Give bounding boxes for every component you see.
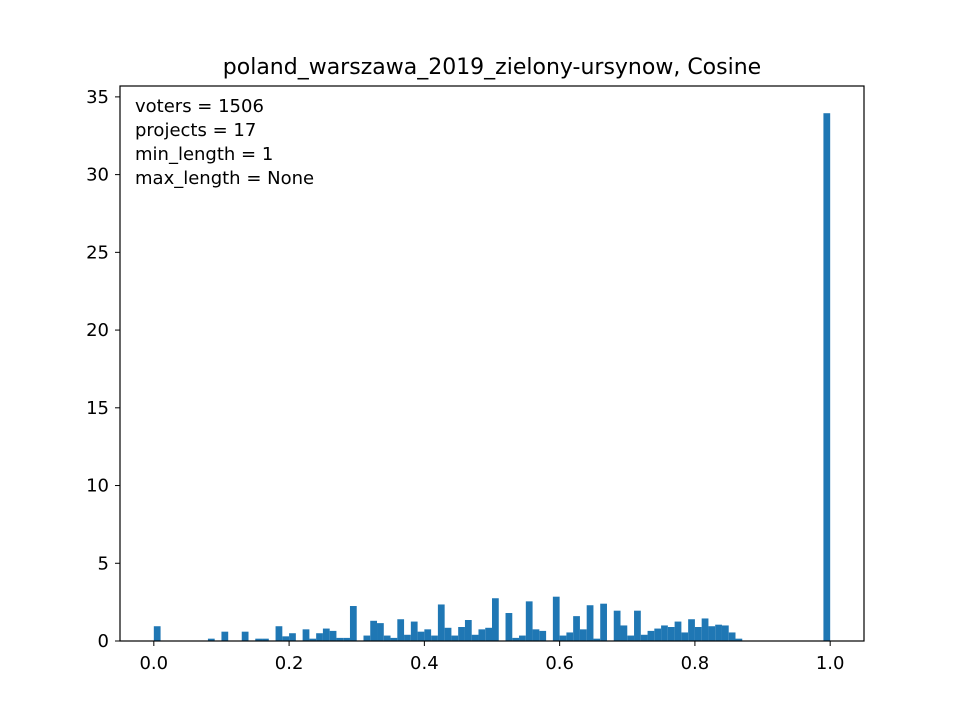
histogram-bar [444,627,452,641]
histogram-bar [647,630,655,641]
histogram-bar [667,627,675,641]
histogram-bar [735,638,743,641]
histogram-bar [559,635,567,641]
histogram-bar [823,113,831,641]
histogram-bar [390,637,398,641]
histogram-bar [674,621,682,641]
x-axis: 0.0 0.2 0.4 0.6 0.8 1.0 [139,641,845,674]
y-tick-label: 20 [86,320,109,341]
histogram-bar [343,637,350,641]
histogram-bar [417,631,425,641]
histogram-bar [336,637,344,641]
histogram-bar [322,628,330,641]
histogram-bar [654,628,662,641]
histogram-bar [282,636,290,641]
y-tick-label: 10 [86,476,109,497]
histogram-bar [566,632,574,641]
histogram-bar [661,625,668,641]
histogram-bar [505,613,513,641]
histogram-bar [593,638,601,641]
x-tick-label: 0.2 [275,653,304,674]
histogram-bar [424,629,432,641]
bars-group [153,113,831,641]
histogram-bar [464,620,472,641]
histogram-bar [613,610,621,641]
annotation-max-length: max_length = None [135,168,314,189]
histogram-bar [262,638,269,641]
histogram-bar [302,629,310,641]
y-tick-label: 35 [86,87,109,108]
histogram-bar [377,623,384,641]
plot-frame [119,85,865,642]
histogram-bar [688,619,695,641]
histogram-bar [221,631,229,641]
histogram-bar [471,634,479,641]
x-tick-label: 0.8 [681,653,710,674]
histogram-bar [519,635,526,641]
histogram-bar [586,605,594,641]
histogram-bar [701,618,709,641]
histogram-bar [627,635,635,641]
x-tick-label: 0.4 [410,653,439,674]
histogram-bar [329,630,337,641]
histogram-bar [241,631,249,641]
histogram-bar [579,629,587,641]
histogram-bar [289,633,296,641]
y-tick-label: 0 [98,631,109,652]
y-tick-label: 15 [86,398,109,419]
x-tick-label: 0.0 [139,653,168,674]
histogram-bar [275,626,283,641]
annotation-projects: projects = 17 [135,120,256,141]
histogram-bar [492,598,499,641]
histogram-bar [640,634,648,641]
histogram-bar [721,625,729,641]
histogram-bar [634,610,641,641]
histogram-bar [485,627,492,641]
histogram-bar [600,603,607,641]
histogram-bar [708,626,716,641]
histogram-bar [532,629,540,641]
histogram-bar [478,629,486,641]
histogram-bar [458,627,465,641]
histogram-bar [573,616,580,641]
x-tick-label: 0.6 [545,653,574,674]
histogram-bar [370,620,378,641]
annotation-voters: voters = 1506 [135,96,264,117]
histogram-bar [349,606,357,641]
histogram-bar [404,634,411,641]
y-tick-label: 5 [98,553,109,574]
annotation-min-length: min_length = 1 [135,144,273,165]
histogram-bar [207,638,215,641]
histogram-bar [512,637,520,641]
y-tick-label: 25 [86,242,109,263]
chart-title: poland_warszawa_2019_zielony-ursynow, Co… [223,55,761,80]
y-tick-label: 30 [86,165,109,186]
histogram-bar [309,638,317,641]
histogram-bar [728,632,736,641]
histogram-bar [316,633,323,641]
histogram-bar [715,624,722,641]
histogram-bar [681,632,689,641]
histogram-bar [451,635,459,641]
histogram-bar [694,627,702,641]
histogram-bar [153,626,161,641]
histogram-bar [410,621,418,641]
histogram-bar [383,635,391,641]
histogram-bar [525,601,533,641]
histogram-bar [437,604,445,641]
histogram-bar [397,619,405,641]
x-tick-label: 1.0 [816,653,845,674]
stats-annotation: voters = 1506 projects = 17 min_length =… [135,96,314,189]
histogram-bar [539,630,547,641]
histogram-bar [255,638,263,641]
histogram-bar [431,635,438,641]
histogram-bar [620,625,628,641]
y-axis: 0 5 10 15 20 25 30 35 [86,87,120,652]
histogram-bar [363,635,371,641]
histogram-bar [552,596,560,641]
